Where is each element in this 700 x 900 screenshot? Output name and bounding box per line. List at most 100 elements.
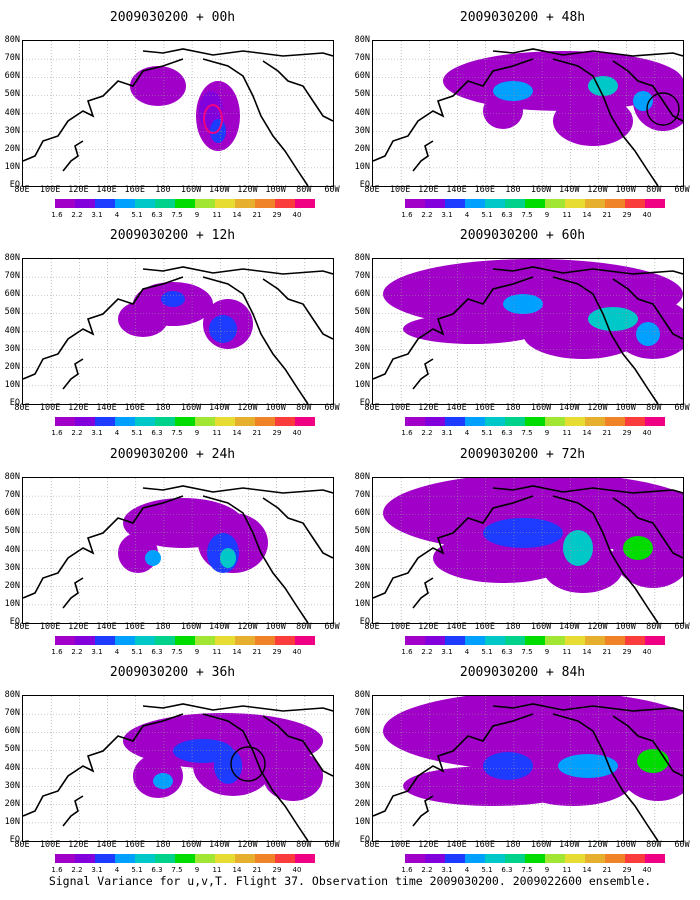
variance-contour — [623, 536, 653, 560]
variance-contour — [403, 314, 543, 344]
lat-tick-label: 20N — [4, 798, 20, 809]
lat-tick-label: 50N — [354, 89, 370, 100]
colorbar-label: 1.6 — [401, 866, 413, 874]
colorbar-label: 14 — [232, 866, 242, 874]
lon-tick-label: 60W — [324, 622, 340, 632]
colorbar-label: 5.1 — [131, 866, 143, 874]
colorbar-swatch — [505, 636, 525, 645]
colorbar-swatch — [235, 854, 255, 863]
colorbar-swatch — [195, 854, 215, 863]
colorbar-swatch — [275, 417, 295, 426]
panel-title: 2009030200 + 84h — [459, 665, 586, 680]
lat-tick-label: 60N — [354, 71, 370, 82]
lon-tick-label: 160W — [530, 622, 552, 632]
lat-tick-label: 10N — [354, 598, 370, 609]
lon-tick-label: 80E — [14, 403, 30, 413]
lon-tick-label: 80W — [296, 622, 312, 632]
colorbar-label: 5.1 — [481, 429, 493, 437]
lat-tick-label: 60N — [354, 289, 370, 300]
lon-tick-label: 160W — [180, 840, 202, 850]
map-plot-area — [22, 258, 334, 405]
colorbar-swatch — [135, 854, 155, 863]
variance-map — [23, 696, 333, 841]
colorbar-swatch — [75, 417, 95, 426]
coastline — [142, 703, 333, 712]
lon-tick-label: 180 — [505, 840, 521, 850]
lon-tick-label: 60W — [324, 840, 340, 850]
lat-tick-label: 60N — [4, 71, 20, 82]
colorbar-label: 2.2 — [421, 429, 433, 437]
colorbar-swatch — [215, 417, 235, 426]
colorbar-label: 9 — [194, 211, 200, 219]
colorbar-label: 6.3 — [151, 429, 163, 437]
variance-contour — [637, 749, 669, 773]
lon-tick-label: 80E — [364, 622, 380, 632]
lat-tick-label: 10N — [4, 161, 20, 172]
colorbar-swatch — [425, 199, 445, 208]
colorbar-label: 1.6 — [51, 648, 63, 656]
lon-tick-label: 80E — [14, 622, 30, 632]
lon-tick-label: 100E — [39, 185, 61, 195]
colorbar-label: 9 — [194, 866, 200, 874]
colorbar-swatch — [525, 854, 545, 863]
lon-tick-label: 120W — [237, 403, 258, 413]
lon-tick-label: 120E — [68, 840, 89, 850]
colorbar-swatch — [565, 636, 585, 645]
colorbar-label: 1.6 — [51, 866, 63, 874]
colorbar-swatch — [75, 636, 95, 645]
lon-tick-label: 100E — [39, 840, 61, 850]
panel-title: 2009030200 + 12h — [109, 228, 236, 243]
lon-tick-label: 160W — [530, 840, 552, 850]
colorbar-label: 2.2 — [421, 648, 433, 656]
colorbar-label: 14 — [582, 429, 592, 437]
variance-contour — [553, 96, 633, 146]
lon-tick-label: 160W — [530, 185, 552, 195]
lon-tick-label: 160E — [124, 403, 145, 413]
lat-tick-label: 50N — [4, 526, 20, 537]
lat-tick-label: 10N — [354, 379, 370, 390]
colorbar-label: 3.1 — [441, 211, 453, 219]
lat-tick-label: EQ — [9, 835, 20, 845]
lat-tick-label: 80N — [4, 472, 20, 482]
lat-tick-label: 50N — [354, 744, 370, 755]
colorbar-label: 29 — [622, 866, 632, 874]
lon-tick-label: 160E — [474, 622, 495, 632]
coastline — [412, 795, 434, 827]
colorbar-label: 5.1 — [131, 211, 143, 219]
lat-tick-label: 40N — [354, 325, 370, 336]
variance-contour — [209, 315, 237, 343]
variance-contour — [145, 550, 161, 566]
colorbar-label: 1.6 — [401, 211, 413, 219]
coastline — [202, 58, 309, 186]
lat-tick-label: 40N — [4, 544, 20, 555]
coastline — [62, 577, 84, 609]
colorbar-label: 2.2 — [71, 429, 83, 437]
colorbar-swatch — [175, 636, 195, 645]
lat-tick-label: 30N — [354, 562, 370, 573]
colorbar-swatch — [235, 636, 255, 645]
colorbar-label: 9 — [544, 429, 550, 437]
colorbar-label: 40 — [642, 211, 652, 219]
coastline — [373, 58, 534, 162]
lat-tick-label: 20N — [354, 798, 370, 809]
lon-tick-label: 100W — [265, 403, 286, 413]
colorbar-label: 1.6 — [401, 429, 413, 437]
lon-tick-label: 100E — [39, 403, 61, 413]
coastline — [142, 266, 333, 275]
lat-tick-label: 30N — [354, 780, 370, 791]
colorbar-swatch — [545, 417, 565, 426]
colorbar-swatch — [545, 854, 565, 863]
lon-tick-label: 100W — [615, 622, 636, 632]
lon-tick-label: 80W — [646, 840, 662, 850]
colorbar-swatch — [565, 417, 585, 426]
colorbar-swatch — [55, 854, 75, 863]
colorbar-swatch — [425, 854, 445, 863]
lon-tick-label: 80W — [296, 185, 312, 195]
lat-tick-label: 20N — [4, 580, 20, 591]
coastline — [262, 497, 333, 559]
panel-title: 2009030200 + 72h — [459, 447, 586, 462]
lat-tick-label: 40N — [4, 107, 20, 118]
colorbar-label: 6.3 — [151, 866, 163, 874]
lon-tick-label: 60W — [324, 403, 340, 413]
colorbar-label: 7.5 — [171, 648, 183, 656]
